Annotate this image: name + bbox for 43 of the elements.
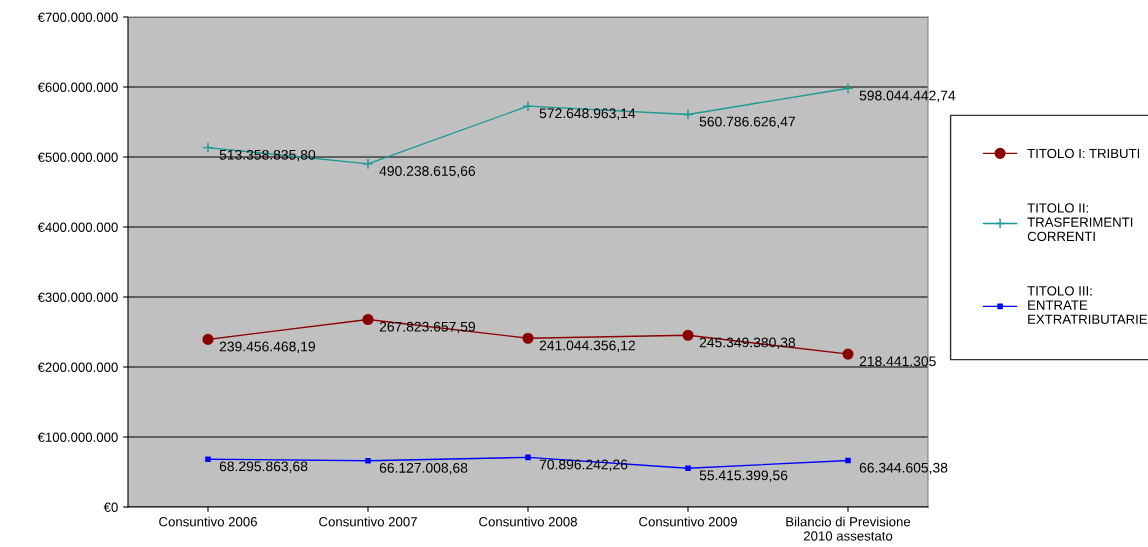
legend-label: TITOLO I: TRIBUTI [1027, 148, 1140, 159]
data-label: 490.238.615,66 [379, 166, 476, 178]
y-tick-label: €100.000.000 [37, 432, 118, 442]
data-label: 239.456.468,19 [219, 341, 315, 354]
point [845, 457, 851, 464]
point [522, 332, 534, 344]
point [842, 82, 854, 94]
data-label: 70.896.242,26 [539, 459, 628, 472]
data-label: 560.786.626,47 [699, 116, 795, 129]
y-tick-label: €600.000.000 [37, 82, 118, 92]
point [842, 348, 854, 360]
y-tick-label: €200.000.000 [37, 362, 118, 372]
x-tick-label: Bilancio di Previsione 2010 assestato [786, 516, 911, 541]
legend-label: TITOLO II: TRASFERIMENTI CORRENTI [1027, 203, 1133, 242]
y-tick-label: €300.000.000 [37, 292, 118, 302]
point [202, 333, 214, 345]
point [205, 456, 211, 462]
data-label: 218.441.305 [859, 356, 936, 367]
y-tick-label: €0 [103, 502, 118, 512]
data-label: 66.127.008,68 [379, 462, 468, 475]
data-label: 598.044.442,74 [859, 90, 956, 103]
point [365, 457, 371, 464]
data-label: 68.295.863,68 [219, 461, 308, 473]
x-tick-label: Consuntivo 2008 [479, 516, 577, 527]
data-label: 241.044.356,12 [539, 340, 635, 352]
point [685, 465, 691, 471]
data-label: 55.415.399,56 [699, 470, 788, 482]
x-tick-label: Consuntivo 2009 [639, 516, 737, 527]
point [362, 313, 374, 326]
x-tick-label: Consuntivo 2006 [159, 516, 257, 527]
y-tick-label: €500.000.000 [37, 152, 118, 162]
data-label: 572.648.963,14 [539, 108, 636, 120]
y-tick-label: €700.000.000 [37, 12, 118, 22]
point [682, 108, 694, 121]
point [522, 100, 534, 112]
data-label: 66.344.605,38 [859, 462, 948, 475]
point [362, 158, 374, 170]
point [202, 142, 214, 154]
y-tick-label: €400.000.000 [37, 222, 118, 232]
legend-label: TITOLO III: ENTRATE EXTRATRIBUTARIE [1027, 286, 1148, 324]
x-tick-label: Consuntivo 2007 [319, 516, 417, 527]
point [525, 454, 531, 461]
point [682, 329, 694, 341]
